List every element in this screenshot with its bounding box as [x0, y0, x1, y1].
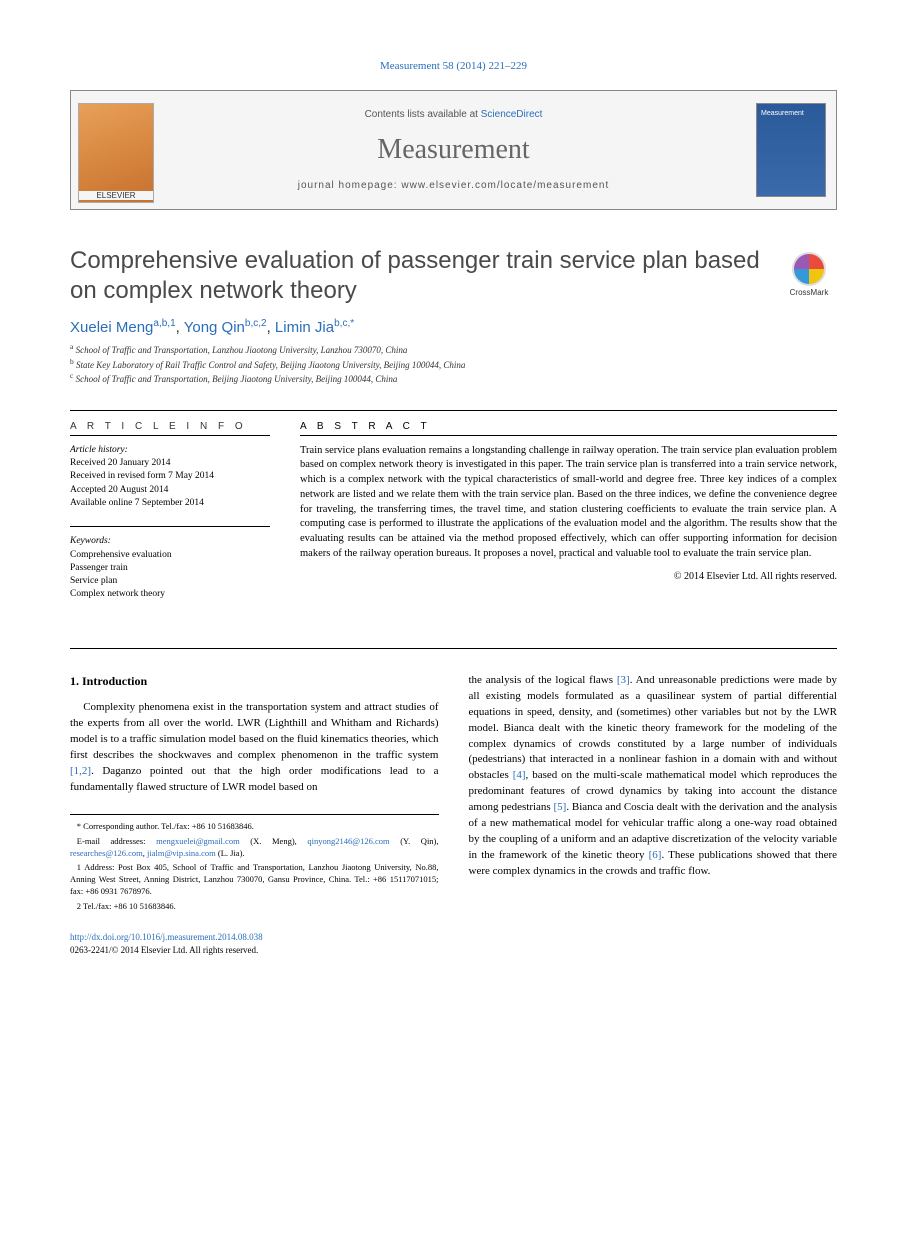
- keyword: Service plan: [70, 575, 270, 588]
- homepage-prefix: journal homepage:: [298, 180, 402, 191]
- body-text: Complexity phenomena exist in the transp…: [70, 701, 439, 761]
- title-row: Comprehensive evaluation of passenger tr…: [70, 246, 837, 306]
- email-line: E-mail addresses: mengxuelei@gmail.com (…: [70, 836, 439, 860]
- divider: [70, 648, 837, 649]
- body-paragraph: the analysis of the logical flaws [3]. A…: [469, 673, 838, 880]
- sciencedirect-link[interactable]: ScienceDirect: [481, 109, 543, 120]
- citation-link[interactable]: [6]: [649, 849, 662, 861]
- aff-text: State Key Laboratory of Rail Traffic Con…: [76, 360, 465, 370]
- citation-link[interactable]: [4]: [513, 769, 526, 781]
- history-block: Article history: Received 20 January 201…: [70, 444, 270, 510]
- affiliation-line: a School of Traffic and Transportation, …: [70, 342, 837, 357]
- aff-text: School of Traffic and Transportation, La…: [76, 345, 408, 355]
- right-column: the analysis of the logical flaws [3]. A…: [469, 673, 838, 957]
- history-line: Accepted 20 August 2014: [70, 484, 270, 497]
- affiliation-line: b State Key Laboratory of Rail Traffic C…: [70, 357, 837, 372]
- aff-text: School of Traffic and Transportation, Be…: [76, 374, 398, 384]
- aff-sup: c: [70, 371, 73, 380]
- body-text: the analysis of the logical flaws: [469, 674, 617, 686]
- homepage-line: journal homepage: www.elsevier.com/locat…: [298, 180, 609, 191]
- section-heading: 1. Introduction: [70, 673, 439, 690]
- keyword: Complex network theory: [70, 588, 270, 601]
- left-column: 1. Introduction Complexity phenomena exi…: [70, 673, 439, 957]
- divider: [70, 410, 837, 411]
- crossmark-badge[interactable]: CrossMark: [781, 246, 837, 302]
- author-aff: b,c,*: [334, 318, 354, 329]
- header-center: Contents lists available at ScienceDirec…: [161, 91, 746, 209]
- top-citation: Measurement 58 (2014) 221–229: [70, 60, 837, 72]
- email-who: (L. Jia).: [218, 848, 245, 858]
- author-link[interactable]: Yong Qin: [184, 319, 245, 336]
- email-link[interactable]: qinyong2146@126.com: [307, 836, 389, 846]
- body-text: . And unreasonable predictions were made…: [469, 674, 838, 782]
- email-link[interactable]: mengxuelei@gmail.com: [156, 836, 240, 846]
- history-line: Available online 7 September 2014: [70, 497, 270, 510]
- info-abstract-row: A R T I C L E I N F O Article history: R…: [70, 421, 837, 618]
- journal-header: Contents lists available at ScienceDirec…: [70, 90, 837, 210]
- homepage-url: www.elsevier.com/locate/measurement: [401, 180, 609, 191]
- corr-author-note: * Corresponding author. Tel./fax: +86 10…: [70, 821, 439, 833]
- footnotes: * Corresponding author. Tel./fax: +86 10…: [70, 814, 439, 913]
- contents-prefix: Contents lists available at: [365, 109, 481, 120]
- keyword: Comprehensive evaluation: [70, 549, 270, 562]
- journal-cover-thumb: [756, 103, 826, 197]
- affiliation-line: c School of Traffic and Transportation, …: [70, 371, 837, 386]
- issn-line: 0263-2241/© 2014 Elsevier Ltd. All right…: [70, 944, 439, 957]
- aff-sup: a: [70, 342, 73, 351]
- body-columns: 1. Introduction Complexity phenomena exi…: [70, 673, 837, 957]
- doi-link[interactable]: http://dx.doi.org/10.1016/j.measurement.…: [70, 932, 263, 942]
- author-link[interactable]: Limin Jia: [275, 319, 334, 336]
- email-link[interactable]: jialm@vip.sina.com: [147, 848, 216, 858]
- history-label: Article history:: [70, 444, 270, 457]
- history-line: Received in revised form 7 May 2014: [70, 470, 270, 483]
- crossmark-icon: [792, 252, 826, 286]
- citation-link[interactable]: [3]: [617, 674, 630, 686]
- article-info-heading: A R T I C L E I N F O: [70, 421, 270, 436]
- abstract-text: Train service plans evaluation remains a…: [300, 444, 837, 562]
- email-label: E-mail addresses:: [77, 836, 146, 846]
- journal-name: Measurement: [377, 134, 529, 166]
- citation-link[interactable]: [1,2]: [70, 765, 91, 777]
- keyword: Passenger train: [70, 562, 270, 575]
- abstract-heading: A B S T R A C T: [300, 421, 837, 436]
- aff-sup: b: [70, 357, 74, 366]
- crossmark-label: CrossMark: [790, 288, 829, 297]
- article-title: Comprehensive evaluation of passenger tr…: [70, 246, 761, 306]
- keywords-block: Keywords: Comprehensive evaluation Passe…: [70, 535, 270, 601]
- abstract-copyright: © 2014 Elsevier Ltd. All rights reserved…: [300, 571, 837, 582]
- authors-line: Xuelei Menga,b,1, Yong Qinb,c,2, Limin J…: [70, 318, 837, 336]
- email-link[interactable]: researches@126.com: [70, 848, 143, 858]
- footnote-2: 2 Tel./fax: +86 10 51683846.: [70, 901, 439, 913]
- elsevier-logo: [78, 103, 154, 203]
- cover-cell: [746, 91, 836, 209]
- footnote-1: 1 Address: Post Box 405, School of Traff…: [70, 862, 439, 898]
- abstract-col: A B S T R A C T Train service plans eval…: [300, 421, 837, 618]
- author-link[interactable]: Xuelei Meng: [70, 319, 153, 336]
- article-info-col: A R T I C L E I N F O Article history: R…: [70, 421, 270, 618]
- author-aff: b,c,2: [245, 318, 267, 329]
- page: Measurement 58 (2014) 221–229 Contents l…: [0, 0, 907, 997]
- citation-link[interactable]: [5]: [554, 801, 567, 813]
- keywords-label: Keywords:: [70, 535, 270, 548]
- publisher-logo-cell: [71, 91, 161, 209]
- body-text: . Daganzo pointed out that the high orde…: [70, 765, 439, 793]
- email-who: ,: [143, 848, 145, 858]
- email-who: (Y. Qin),: [400, 836, 438, 846]
- body-paragraph: Complexity phenomena exist in the transp…: [70, 700, 439, 796]
- email-who: (X. Meng),: [250, 836, 296, 846]
- doi-block: http://dx.doi.org/10.1016/j.measurement.…: [70, 931, 439, 957]
- history-line: Received 20 January 2014: [70, 457, 270, 470]
- contents-line: Contents lists available at ScienceDirec…: [365, 109, 543, 120]
- affiliations: a School of Traffic and Transportation, …: [70, 342, 837, 386]
- divider: [70, 526, 270, 527]
- author-aff: a,b,1: [153, 318, 175, 329]
